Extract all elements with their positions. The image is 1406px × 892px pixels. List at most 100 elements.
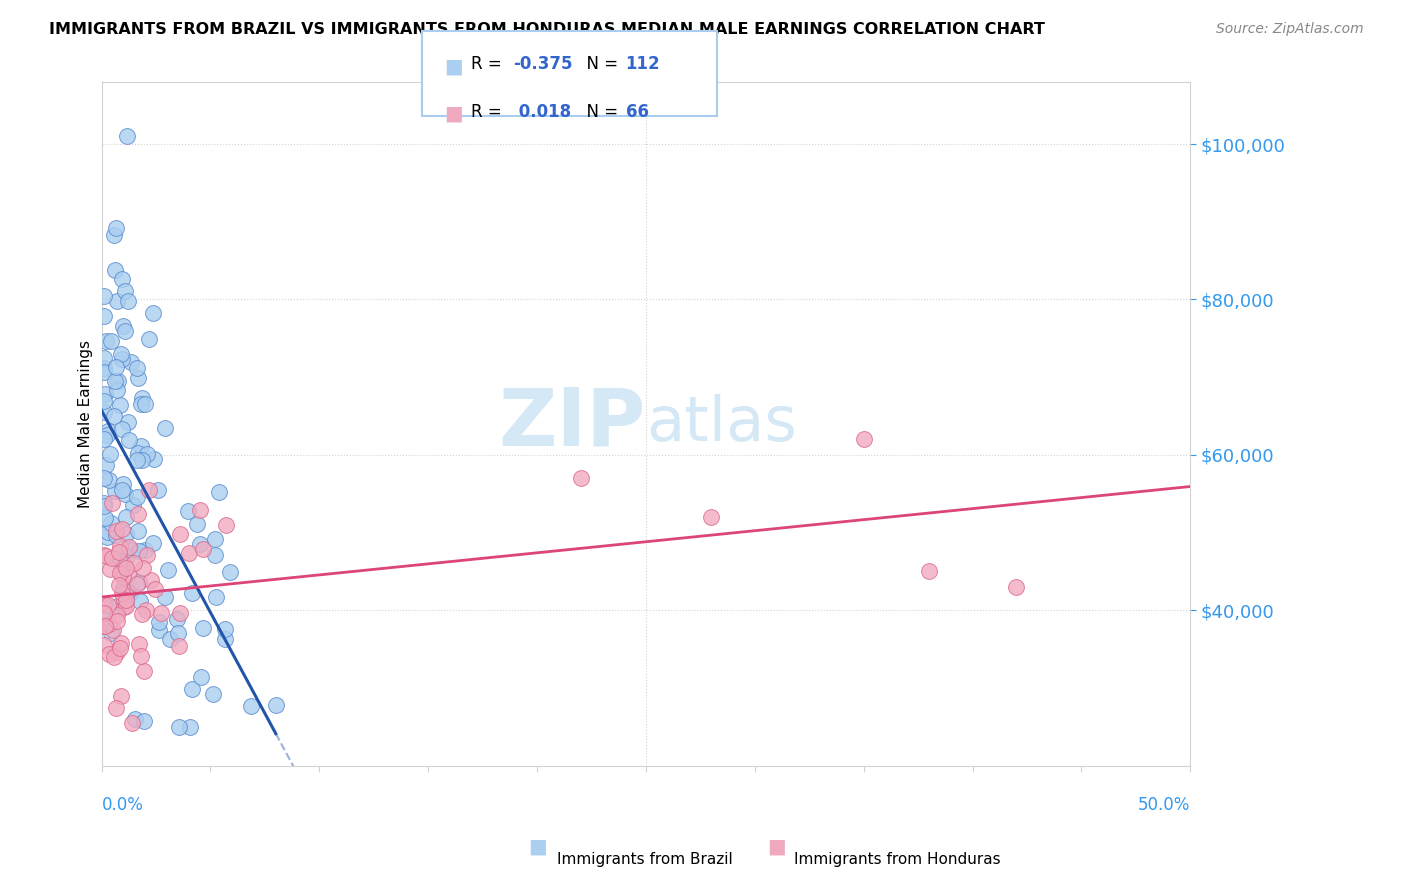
Point	[148, 483, 170, 497]
Point	[105, 599, 128, 614]
Point	[98, 473, 121, 487]
Point	[93, 393, 115, 408]
Point	[117, 293, 139, 308]
Point	[108, 554, 131, 568]
Point	[101, 624, 124, 638]
Text: ▪: ▪	[527, 832, 548, 862]
Point	[108, 545, 131, 559]
Point	[169, 527, 191, 541]
Point	[93, 432, 115, 446]
Point	[111, 318, 134, 333]
Point	[131, 391, 153, 405]
Point	[214, 632, 236, 646]
Point	[127, 371, 149, 385]
Point	[96, 530, 118, 544]
Point	[105, 528, 128, 542]
Point	[103, 409, 125, 424]
Point	[148, 615, 170, 629]
Text: Immigrants from Honduras: Immigrants from Honduras	[794, 852, 1001, 867]
Point	[138, 332, 160, 346]
Point	[177, 546, 200, 560]
Point	[132, 561, 155, 575]
Point	[127, 524, 149, 538]
Text: ▪: ▪	[766, 832, 787, 862]
Text: N =: N =	[576, 103, 624, 120]
Point	[124, 556, 146, 570]
Point	[112, 557, 135, 571]
Point	[105, 645, 128, 659]
Text: Immigrants from Brazil: Immigrants from Brazil	[557, 852, 733, 867]
Point	[190, 670, 212, 684]
Point	[569, 471, 592, 485]
Point	[100, 334, 122, 348]
Point	[115, 549, 138, 563]
Point	[201, 687, 224, 701]
Point	[118, 540, 141, 554]
Point	[127, 490, 149, 504]
Point	[240, 698, 263, 713]
Point	[136, 548, 159, 562]
Y-axis label: Median Male Earnings: Median Male Earnings	[79, 340, 93, 508]
Point	[167, 640, 190, 654]
Point	[155, 421, 177, 435]
Point	[112, 592, 135, 607]
Point	[852, 433, 875, 447]
Point	[215, 518, 238, 533]
Point	[93, 351, 115, 365]
Point	[159, 632, 181, 646]
Point	[93, 608, 115, 623]
Point	[117, 415, 139, 429]
Point	[96, 458, 118, 473]
Point	[93, 606, 115, 620]
Point	[115, 129, 138, 144]
Point	[108, 566, 131, 580]
Point	[94, 619, 117, 633]
Point	[96, 428, 118, 442]
Point	[105, 607, 128, 622]
Point	[110, 539, 132, 553]
Point	[110, 636, 132, 650]
Text: 50.0%: 50.0%	[1137, 797, 1191, 814]
Point	[127, 453, 149, 467]
Point	[105, 614, 128, 628]
Point	[188, 536, 211, 550]
Point	[93, 598, 115, 612]
Point	[208, 484, 231, 499]
Point	[205, 591, 228, 605]
Point	[120, 355, 142, 369]
Point	[134, 542, 156, 557]
Point	[104, 374, 127, 388]
Text: 112: 112	[626, 55, 661, 73]
Text: 0.018: 0.018	[513, 103, 571, 120]
Point	[125, 576, 148, 591]
Point	[115, 593, 138, 607]
Point	[110, 347, 132, 361]
Point	[186, 517, 208, 532]
Text: ▪: ▪	[443, 100, 464, 129]
Point	[97, 525, 120, 540]
Point	[193, 541, 215, 556]
Point	[98, 647, 121, 661]
Point	[117, 567, 139, 582]
Point	[134, 397, 156, 411]
Point	[118, 433, 141, 447]
Point	[98, 562, 121, 576]
Point	[101, 495, 124, 509]
Point	[111, 522, 134, 536]
Text: -0.375: -0.375	[513, 55, 572, 73]
Point	[115, 509, 138, 524]
Point	[93, 618, 115, 632]
Point	[104, 263, 127, 277]
Point	[97, 598, 120, 612]
Point	[93, 499, 115, 513]
Point	[114, 487, 136, 501]
Point	[131, 397, 153, 411]
Point	[176, 504, 198, 518]
Point	[115, 593, 138, 607]
Point	[150, 606, 173, 620]
Point	[214, 622, 236, 636]
Point	[105, 524, 128, 538]
Point	[96, 334, 118, 348]
Point	[128, 637, 150, 651]
Point	[191, 621, 214, 635]
